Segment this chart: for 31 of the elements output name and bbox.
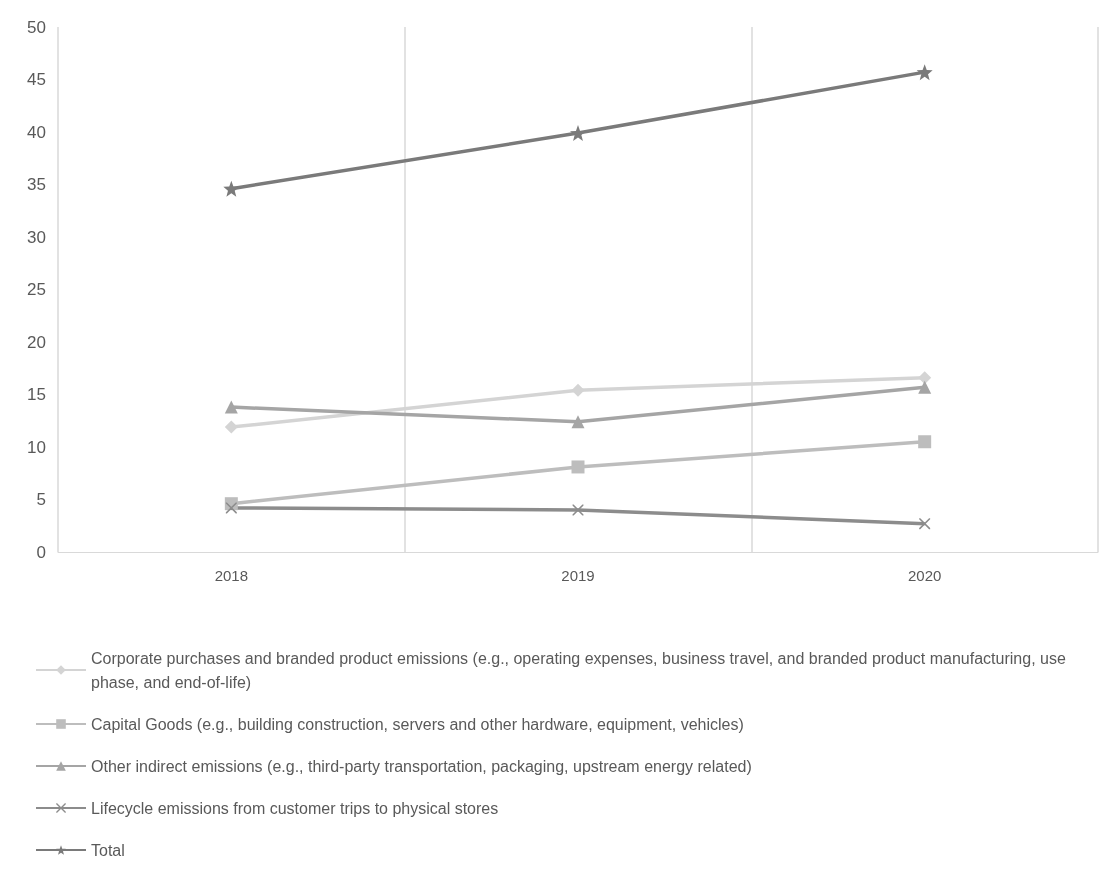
y-tick-label: 10 xyxy=(27,437,46,457)
legend-label: Other indirect emissions (e.g., third-party transportation, packaging, upstream energy related) xyxy=(91,757,752,775)
point xyxy=(918,380,932,394)
x-tick-label: 2018 xyxy=(214,567,249,584)
point xyxy=(571,415,585,429)
legend-label: Total xyxy=(91,841,125,859)
y-tick-label: 45 xyxy=(27,70,46,89)
point xyxy=(916,64,933,81)
legend-label: Capital Goods (e.g., building construction, servers and other hardware, equipment, vehicles) xyxy=(91,715,744,733)
y-tick-label: 5 xyxy=(36,490,46,509)
x-tick-label: 2019 xyxy=(561,567,595,584)
y-tick-label: 40 xyxy=(27,122,46,142)
y-tick-label: 50 xyxy=(27,17,46,37)
point xyxy=(224,400,238,414)
x-tick-label: 2020 xyxy=(907,567,942,584)
point xyxy=(572,504,584,516)
legend-label: Corporate purchases and branded product emissions (e.g., operating expenses, business travel, and branded product manufacturing, use phase, and end-of-life) xyxy=(91,649,1071,691)
y-tick-label: 30 xyxy=(27,227,46,247)
point xyxy=(570,125,586,142)
point xyxy=(224,420,238,434)
y-tick-label: 15 xyxy=(27,385,46,404)
point xyxy=(918,435,932,449)
point xyxy=(918,371,932,385)
y-tick-label: 20 xyxy=(27,332,46,352)
y-tick-label: 25 xyxy=(27,280,46,299)
point xyxy=(571,460,585,474)
y-tick-label: 35 xyxy=(27,175,46,194)
point xyxy=(919,518,931,530)
point xyxy=(571,383,585,397)
y-tick-label: 0 xyxy=(36,542,46,562)
legend-label: Lifecycle emissions from customer trips to physical stores xyxy=(91,799,499,817)
